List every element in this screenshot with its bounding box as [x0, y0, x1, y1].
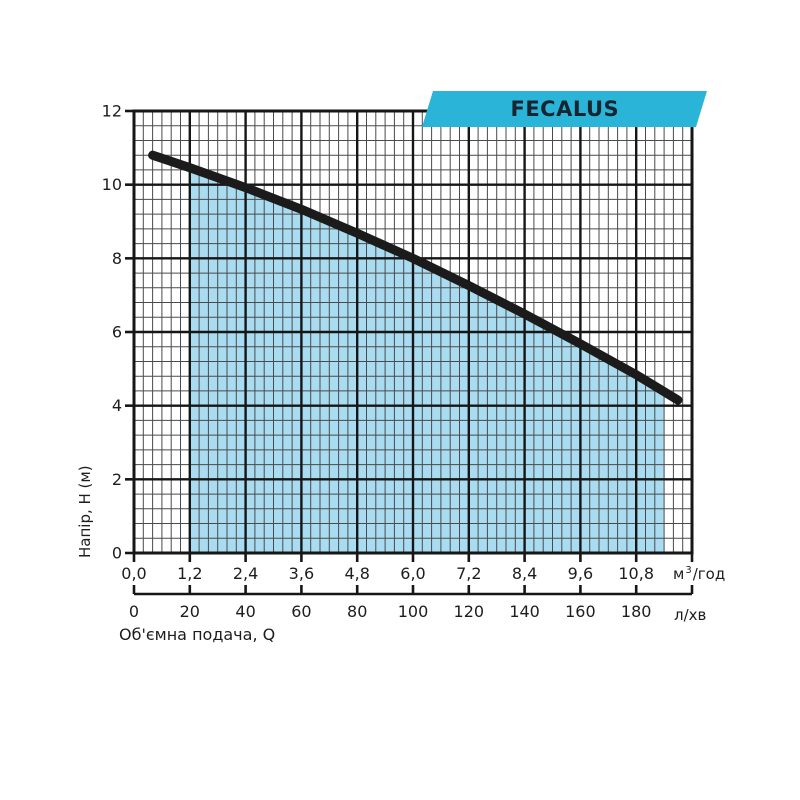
x-secondary-tick-label: 180 — [621, 602, 652, 621]
x-primary-tick-label: 9,6 — [568, 564, 593, 583]
pump-curve — [148, 150, 683, 405]
x-primary-tick-label: 6,0 — [400, 564, 425, 583]
y-tick-label: 10 — [102, 175, 122, 194]
y-tick-label: 2 — [112, 470, 122, 489]
x-primary-tick-label: 7,2 — [456, 564, 481, 583]
x-secondary-tick-label: 160 — [565, 602, 596, 621]
x-primary-tick-label: 4,8 — [344, 564, 369, 583]
brand-banner: FECALUS — [421, 91, 707, 127]
x-primary-tick-label: 0,0 — [121, 564, 146, 583]
x-primary-tick-label: 3,6 — [289, 564, 314, 583]
x-secondary-tick-label: 0 — [129, 602, 139, 621]
x-primary-tick-label: 10,8 — [618, 564, 654, 583]
unit-primary-superscript: 3 — [685, 565, 692, 576]
operating-area — [189, 167, 665, 553]
x-axis-unit-secondary: л/хв — [674, 606, 707, 624]
x-axis-unit-primary: м3/год — [673, 565, 725, 583]
y-tick-label: 6 — [112, 323, 122, 342]
x-secondary-tick-label: 60 — [291, 602, 311, 621]
y-axis-title: Напір, Н (м) — [76, 465, 94, 558]
x-primary-tick-label: 2,4 — [233, 564, 258, 583]
x-primary-tick-label: 8,4 — [512, 564, 537, 583]
x-secondary-tick-label: 80 — [347, 602, 367, 621]
y-tick-label: 12 — [102, 102, 122, 121]
x-secondary-tick-label: 20 — [180, 602, 200, 621]
x-primary-tick-label: 1,2 — [177, 564, 202, 583]
x-secondary-tick-label: 40 — [235, 602, 255, 621]
x-secondary-tick-label: 120 — [454, 602, 485, 621]
x-axis-title: Об'ємна подача, Q — [119, 625, 276, 644]
unit-primary-prefix: м — [673, 565, 685, 583]
y-tick-label: 8 — [112, 249, 122, 268]
unit-primary-suffix: /год — [692, 565, 726, 583]
y-tick-label: 0 — [112, 544, 122, 563]
x-secondary-tick-label: 140 — [509, 602, 540, 621]
brand-banner-label: FECALUS — [510, 97, 619, 121]
x-secondary-tick-label: 100 — [398, 602, 429, 621]
y-tick-label: 4 — [112, 396, 122, 415]
